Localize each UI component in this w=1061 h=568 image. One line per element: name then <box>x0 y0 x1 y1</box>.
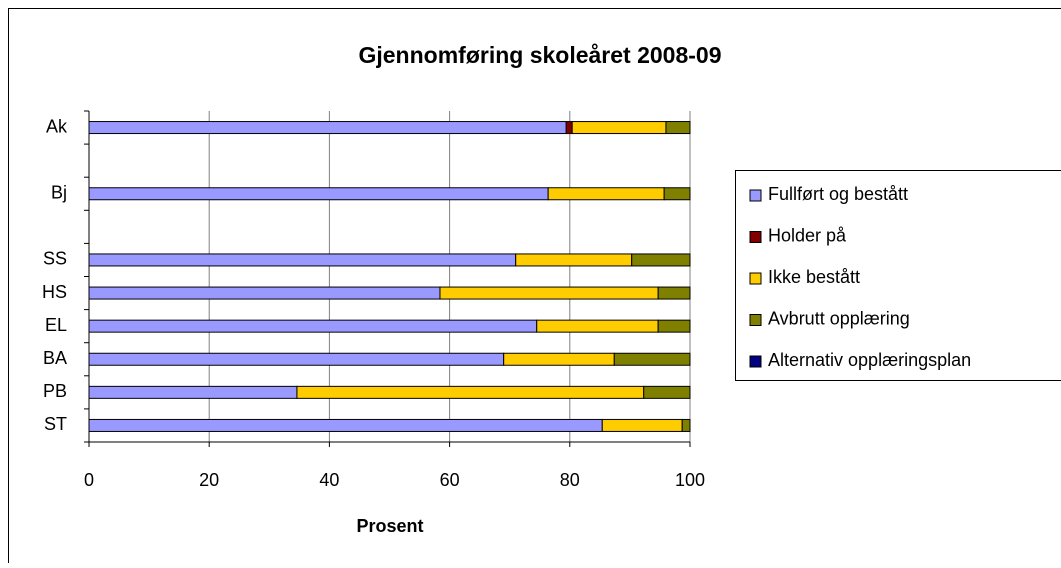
bar-segment <box>537 320 658 332</box>
bar-segment <box>602 419 682 431</box>
legend-swatch <box>750 232 761 243</box>
bar-segment <box>566 122 572 134</box>
chart-title: Gjennomføring skoleåret 2008-09 <box>358 42 721 68</box>
y-tick-label: BA <box>43 348 67 368</box>
bar-segment <box>89 386 297 398</box>
bar-segment <box>644 386 690 398</box>
bar-segment <box>89 122 566 134</box>
bar-segment <box>504 353 615 365</box>
x-tick-label: 20 <box>199 470 219 490</box>
bar-segment <box>658 320 690 332</box>
y-tick-label: PB <box>43 381 67 401</box>
bar-segment <box>664 188 690 200</box>
bar-segment <box>89 188 548 200</box>
bar-segment <box>658 287 690 299</box>
bar-segment <box>614 353 690 365</box>
legend-label: Avbrutt opplæring <box>768 308 910 328</box>
bar-segment <box>666 122 690 134</box>
y-tick-label: Bj <box>51 183 67 203</box>
bar-segment <box>297 386 644 398</box>
bar-segment <box>548 188 664 200</box>
legend-label: Ikke bestått <box>768 267 860 287</box>
legend-swatch <box>750 190 761 201</box>
x-tick-label: 0 <box>84 470 94 490</box>
bar-segment <box>89 353 504 365</box>
x-tick-label: 60 <box>440 470 460 490</box>
x-tick-label: 40 <box>319 470 339 490</box>
bar-segment <box>632 254 690 266</box>
legend-label: Fullført og bestått <box>768 184 908 204</box>
bar-segment <box>89 320 537 332</box>
bar-segment <box>89 419 602 431</box>
bar-segment <box>516 254 632 266</box>
bar-segment <box>572 122 666 134</box>
bar-segment <box>682 419 690 431</box>
legend-label: Alternativ opplæringsplan <box>768 350 971 370</box>
bar-segment <box>440 287 658 299</box>
y-tick-label: SS <box>43 249 67 269</box>
legend-swatch <box>750 356 761 367</box>
y-tick-label: ST <box>44 414 67 434</box>
y-tick-label: HS <box>42 282 67 302</box>
legend-label: Holder på <box>768 225 847 245</box>
x-axis-label: Prosent <box>356 516 423 536</box>
legend-swatch <box>750 315 761 326</box>
y-tick-label: Ak <box>46 116 68 136</box>
bar-segment <box>89 287 440 299</box>
y-tick-label: EL <box>45 315 67 335</box>
bar-segment <box>89 254 516 266</box>
x-tick-label: 80 <box>560 470 580 490</box>
x-tick-label: 100 <box>675 470 705 490</box>
legend-swatch <box>750 273 761 284</box>
